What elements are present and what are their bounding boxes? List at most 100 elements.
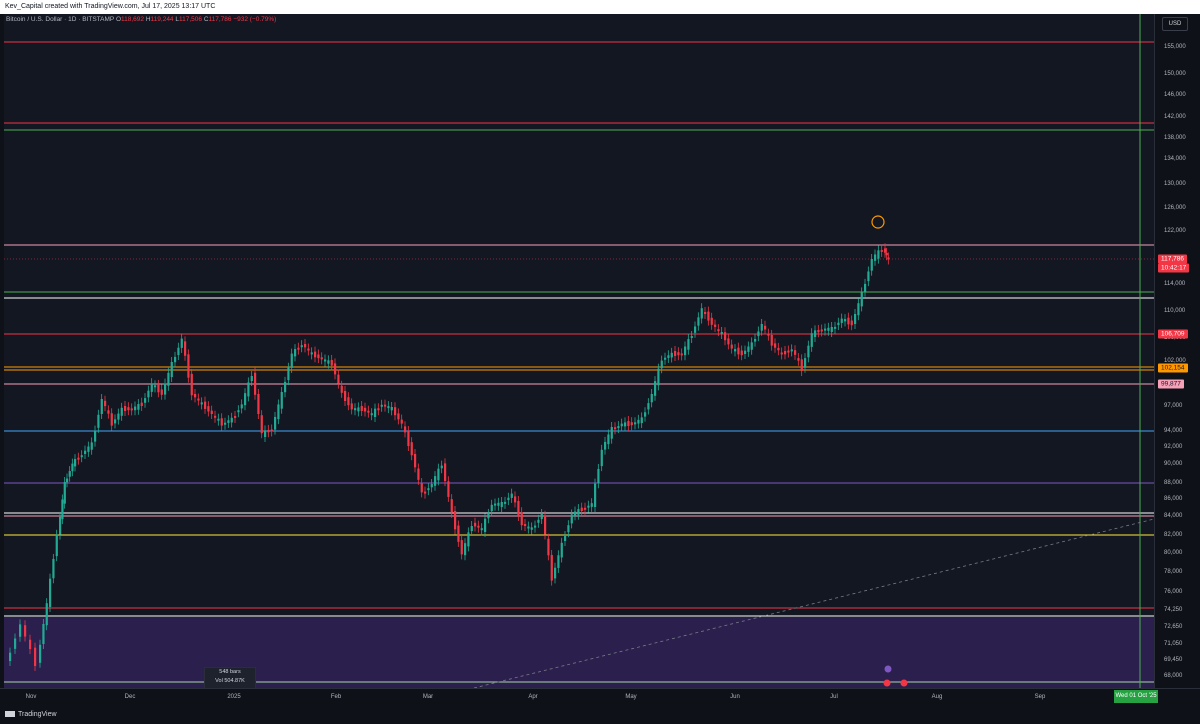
candle-body (547, 538, 550, 556)
candle-body (710, 317, 713, 325)
candle-body (834, 326, 837, 329)
price-tick-label: 90,000 (1164, 461, 1183, 467)
candle-body (240, 404, 243, 409)
candle-body (52, 558, 55, 579)
candle-body (667, 355, 670, 358)
candle-body (310, 352, 313, 355)
bars-count: 548 bars (219, 669, 241, 675)
candle-body (414, 454, 417, 468)
open-value: 118,692 (121, 16, 145, 23)
price-tick-label: 86,000 (1164, 496, 1183, 502)
candle-body (347, 397, 350, 406)
candle-body (264, 430, 267, 437)
candle-body (287, 367, 290, 381)
candle-body (754, 338, 757, 342)
tradingview-logo-icon (5, 711, 15, 718)
candle-body (45, 603, 48, 626)
candle-body (314, 351, 317, 358)
candle-body (867, 271, 870, 282)
candle-body (107, 410, 110, 414)
candle-body (740, 350, 743, 356)
candle-body (480, 528, 483, 531)
candle-body (674, 351, 677, 356)
candle-body (757, 331, 760, 337)
candle-body (357, 407, 360, 412)
price-tick-label: 146,000 (1164, 92, 1186, 98)
candle-body (747, 346, 750, 352)
time-tick-label: Feb (330, 694, 342, 700)
candle-body (600, 449, 603, 467)
candle-body (137, 404, 140, 410)
price-tick-label: 155,000 (1164, 44, 1186, 50)
candle-body (870, 259, 873, 271)
candle-body (90, 442, 93, 450)
candle-body (434, 476, 437, 486)
candle-body (317, 354, 320, 359)
price-tick-label: 142,000 (1164, 114, 1186, 120)
candle-body (780, 352, 783, 355)
candle-body (447, 481, 450, 497)
time-tick-label: Mar (422, 694, 434, 700)
candle-body (440, 465, 443, 469)
candle-body (817, 329, 820, 333)
candle-body (885, 252, 888, 256)
price-tick-label: 138,000 (1164, 135, 1186, 141)
candle-body (207, 406, 210, 412)
candle-body (140, 402, 143, 406)
candle-body (527, 526, 530, 529)
candle-body (274, 416, 277, 430)
price-chart-svg[interactable] (4, 14, 1154, 688)
candle-body (167, 372, 170, 386)
candle-body (94, 430, 97, 442)
candle-body (59, 516, 62, 535)
candle-body (290, 353, 293, 368)
candle-body (477, 525, 480, 528)
high-value: 119,244 (150, 16, 174, 23)
candle-body (457, 525, 460, 542)
candle-body (544, 515, 547, 535)
candle-body (724, 332, 727, 341)
price-tick-label: 130,000 (1164, 181, 1186, 187)
chart-pane[interactable] (4, 14, 1154, 688)
support-zone (4, 617, 1154, 688)
cursor-date-label: Wed 01 Oct '25 (1114, 690, 1158, 703)
candle-body (204, 401, 207, 409)
candle-body (250, 376, 253, 381)
candle-body (784, 351, 787, 355)
candle-body (410, 442, 413, 456)
candle-body (537, 519, 540, 523)
candle-body (220, 418, 223, 426)
candle-body (570, 514, 573, 524)
candle-body (387, 406, 390, 409)
candle-body (190, 373, 193, 396)
currency-button[interactable]: USD (1162, 17, 1188, 31)
candle-body (497, 502, 500, 506)
price-tick-label: 78,000 (1164, 569, 1183, 575)
time-axis[interactable] (0, 688, 1200, 707)
candle-body (164, 383, 167, 395)
candle-body (744, 350, 747, 354)
candle-body (650, 394, 653, 403)
candle-body (730, 344, 733, 349)
candle-body (874, 254, 877, 261)
candle-body (407, 431, 410, 446)
price-axis[interactable] (1154, 14, 1200, 688)
candle-body (55, 534, 58, 557)
candle-body (84, 450, 87, 454)
candle-body (687, 339, 690, 350)
candle-body (34, 647, 37, 666)
candle-body (210, 410, 213, 414)
candle-body (200, 402, 203, 405)
candle-body (184, 341, 187, 356)
time-tick-label: Apr (528, 694, 538, 700)
candle-body (154, 385, 157, 388)
candle-body (320, 357, 323, 360)
candle-body (590, 503, 593, 507)
close-value: 117,786 (208, 16, 232, 23)
candle-body (484, 518, 487, 532)
candle-body (597, 468, 600, 484)
candle-body (19, 624, 22, 637)
price-tick-label: 134,000 (1164, 156, 1186, 162)
candle-body (750, 342, 753, 350)
candle-body (697, 317, 700, 326)
